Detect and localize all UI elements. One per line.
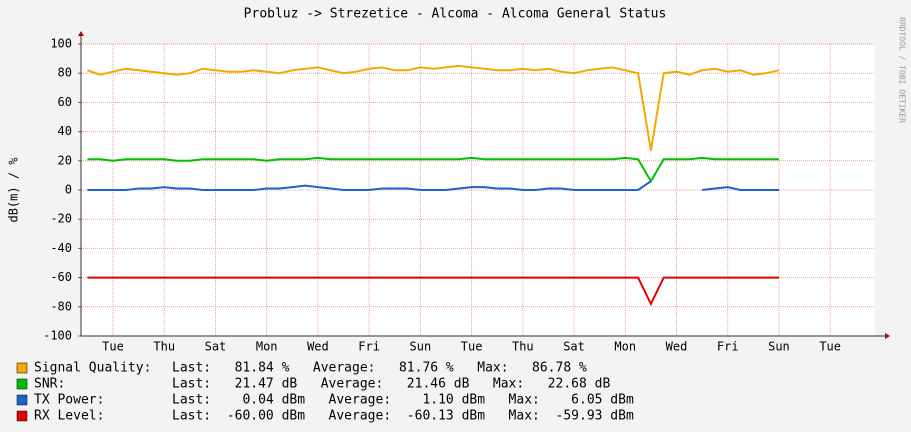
y-tick-label: 0 [65,183,72,197]
x-tick-label: Wed [307,340,329,354]
y-tick-label: 20 [58,153,72,167]
x-tick-label: Fri [358,340,380,354]
legend-summary: Last: 21.47 dB Average: 21.46 dB Max: 22… [172,377,610,392]
y-tick-label: -40 [50,241,72,255]
y-tick-label: 60 [58,95,72,109]
x-axis-arrow [885,333,890,339]
x-tick-label: Tue [819,340,841,354]
y-axis-arrow [78,31,84,36]
x-tick-label: Thu [512,340,534,354]
legend-label: RX Level: [34,409,104,424]
series-line [87,156,779,184]
watermark: RRDTOOL / TOBI OETIKER [898,17,907,123]
series-line [87,276,779,307]
y-tick-label: -100 [43,329,72,343]
y-tick-label: -80 [50,299,72,313]
series-line [87,64,780,151]
y-tick-label: -60 [50,270,72,284]
legend-label: Signal Quality: [34,361,151,376]
x-tick-label: Fri [717,340,739,354]
x-tick-label: Mon [256,340,278,354]
legend-summary: Last: -60.00 dBm Average: -60.13 dBm Max… [172,409,634,424]
x-tick-label: Tue [461,340,483,354]
y-tick-label: 40 [58,124,72,138]
x-tick-label: Mon [614,340,636,354]
legend-swatch [16,378,28,390]
legend-label: SNR: [34,377,65,392]
x-tick-label: Sun [410,340,432,354]
legend-summary: Last: 0.04 dBm Average: 1.10 dBm Max: 6.… [172,393,634,408]
x-tick-label: Sat [205,340,227,354]
x-tick-label: Tue [102,340,124,354]
y-tick-label: -20 [50,212,72,226]
legend-swatch [16,410,28,422]
legend-swatch [16,362,28,374]
series-line [87,180,779,191]
legend-summary: Last: 81.84 % Average: 81.76 % Max: 86.7… [172,361,587,376]
y-tick-label: 80 [58,66,72,80]
legend-label: TX Power: [34,393,104,408]
x-tick-label: Sat [563,340,585,354]
y-axis-label: dB(m) / % [7,157,21,223]
x-tick-label: Sun [768,340,790,354]
legend-swatch [16,394,28,406]
y-tick-label: 100 [50,37,72,51]
chart-title: Probluz -> Strezetice - Alcoma - Alcoma … [244,7,667,22]
x-tick-label: Wed [666,340,688,354]
x-tick-label: Thu [153,340,175,354]
